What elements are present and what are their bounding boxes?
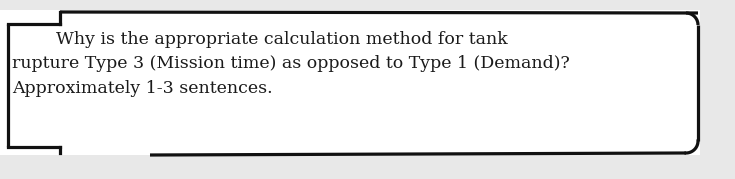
Bar [0,10,700,155]
Text: Why is the appropriate calculation method for tank
rupture Type 3 (Mission time): Why is the appropriate calculation metho… [12,31,570,97]
